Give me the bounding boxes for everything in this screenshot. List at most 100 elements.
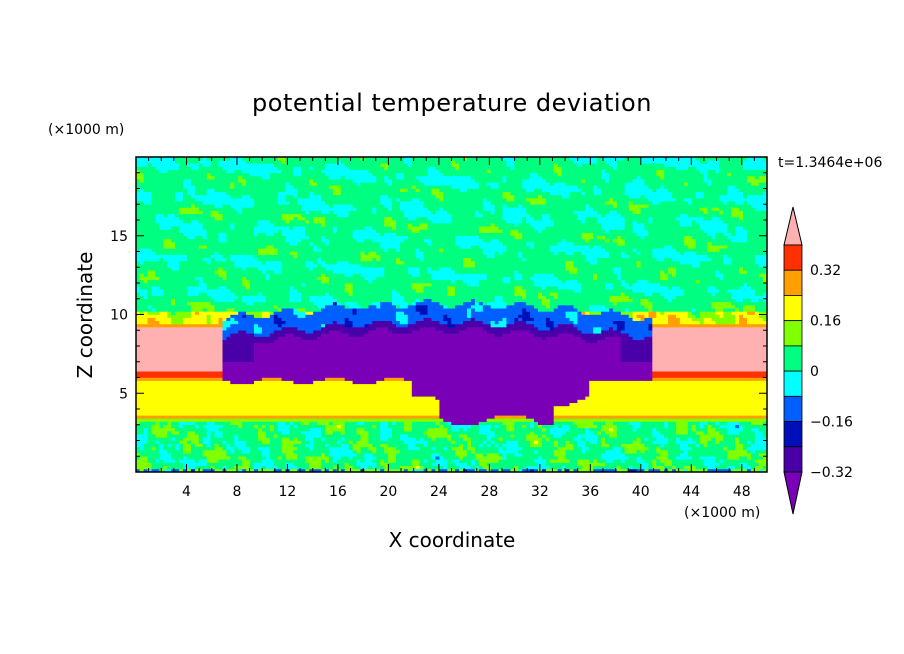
field-cell <box>707 421 716 425</box>
field-cell <box>597 424 602 429</box>
field-cell <box>601 452 626 457</box>
field-cell <box>640 455 657 460</box>
field-cell <box>277 251 291 255</box>
field-cell <box>451 213 476 218</box>
field-cell <box>202 210 212 214</box>
field-cell <box>553 222 602 227</box>
field-cell <box>723 219 767 224</box>
field-cell <box>139 285 152 290</box>
field-cell <box>518 317 523 321</box>
field-cell <box>727 200 736 205</box>
field-cell <box>502 157 515 161</box>
field-cell <box>364 323 369 328</box>
field-cell <box>214 433 224 438</box>
field-cell <box>624 222 634 227</box>
field-cell <box>392 178 421 183</box>
field-cell <box>289 251 298 255</box>
field-cell <box>668 452 681 457</box>
field-cell <box>652 355 767 359</box>
field-cell <box>136 159 176 164</box>
field-cell <box>198 433 208 438</box>
field-cell <box>754 307 767 312</box>
field-cell <box>415 254 425 258</box>
field-cell <box>676 455 693 460</box>
field-cell <box>687 427 693 432</box>
field-cell <box>238 455 247 460</box>
field-cell <box>143 430 149 435</box>
field-cell <box>190 314 208 318</box>
field-cell <box>431 238 456 243</box>
field-cell <box>530 244 535 249</box>
field-cell <box>478 235 515 240</box>
field-cell <box>498 424 507 429</box>
field-cell <box>526 219 555 224</box>
field-cell <box>486 462 539 466</box>
field-cell <box>703 216 713 221</box>
field-cell <box>242 169 283 174</box>
field-cell <box>309 235 322 240</box>
field-cell <box>636 455 642 460</box>
field-cell <box>399 449 456 454</box>
field-cell <box>652 433 665 438</box>
field-cell <box>415 437 421 441</box>
field-cell <box>179 210 204 214</box>
field-cell <box>522 424 527 429</box>
field-cell <box>478 210 492 214</box>
field-cell <box>431 462 448 466</box>
field-cell <box>739 285 752 290</box>
x-tick-label: 4 <box>182 484 191 500</box>
field-cell <box>198 207 235 211</box>
field-cell <box>695 440 701 444</box>
field-cell <box>313 440 338 444</box>
field-cell <box>147 430 152 435</box>
field-cell <box>194 276 204 281</box>
field-cell <box>431 298 472 303</box>
field-cell <box>198 163 204 167</box>
field-cell <box>151 248 259 252</box>
field-cell <box>522 452 555 457</box>
field-cell <box>403 311 421 315</box>
field-cell <box>293 333 322 337</box>
field-cell <box>336 320 346 325</box>
field-cell <box>139 311 145 315</box>
field-cell <box>628 295 665 299</box>
field-cell <box>167 213 176 218</box>
field-cell <box>234 433 239 438</box>
field-cell <box>648 185 661 189</box>
field-cell <box>609 238 614 243</box>
field-cell <box>151 194 176 199</box>
field-cell <box>214 307 227 312</box>
field-cell <box>443 304 448 309</box>
field-cell <box>723 437 736 441</box>
field-cell <box>143 200 153 205</box>
field-cell <box>403 421 413 425</box>
field-cell <box>419 257 425 262</box>
field-cell <box>474 459 480 463</box>
field-cell <box>136 399 440 403</box>
field-cell <box>423 254 488 258</box>
field-cell <box>553 452 567 457</box>
field-cell <box>423 437 433 441</box>
field-cell <box>526 295 539 299</box>
field-cell <box>317 244 381 249</box>
field-cell <box>321 333 350 337</box>
field-cell <box>581 311 586 315</box>
field-cell <box>589 244 594 249</box>
field-cell <box>455 449 468 454</box>
field-cell <box>175 197 184 202</box>
field-cell <box>585 443 602 448</box>
field-cell <box>136 339 224 344</box>
field-cell <box>297 452 322 457</box>
field-cell <box>541 213 551 218</box>
field-cell <box>451 459 460 463</box>
field-cell <box>715 427 728 432</box>
field-cell <box>553 166 563 170</box>
field-cell <box>435 459 448 463</box>
field-cell <box>226 440 235 444</box>
field-cell <box>368 279 373 284</box>
field-cell <box>360 437 369 441</box>
field-cell <box>534 188 543 192</box>
field-cell <box>388 437 401 441</box>
field-cell <box>313 301 334 306</box>
field-cell <box>557 333 575 337</box>
